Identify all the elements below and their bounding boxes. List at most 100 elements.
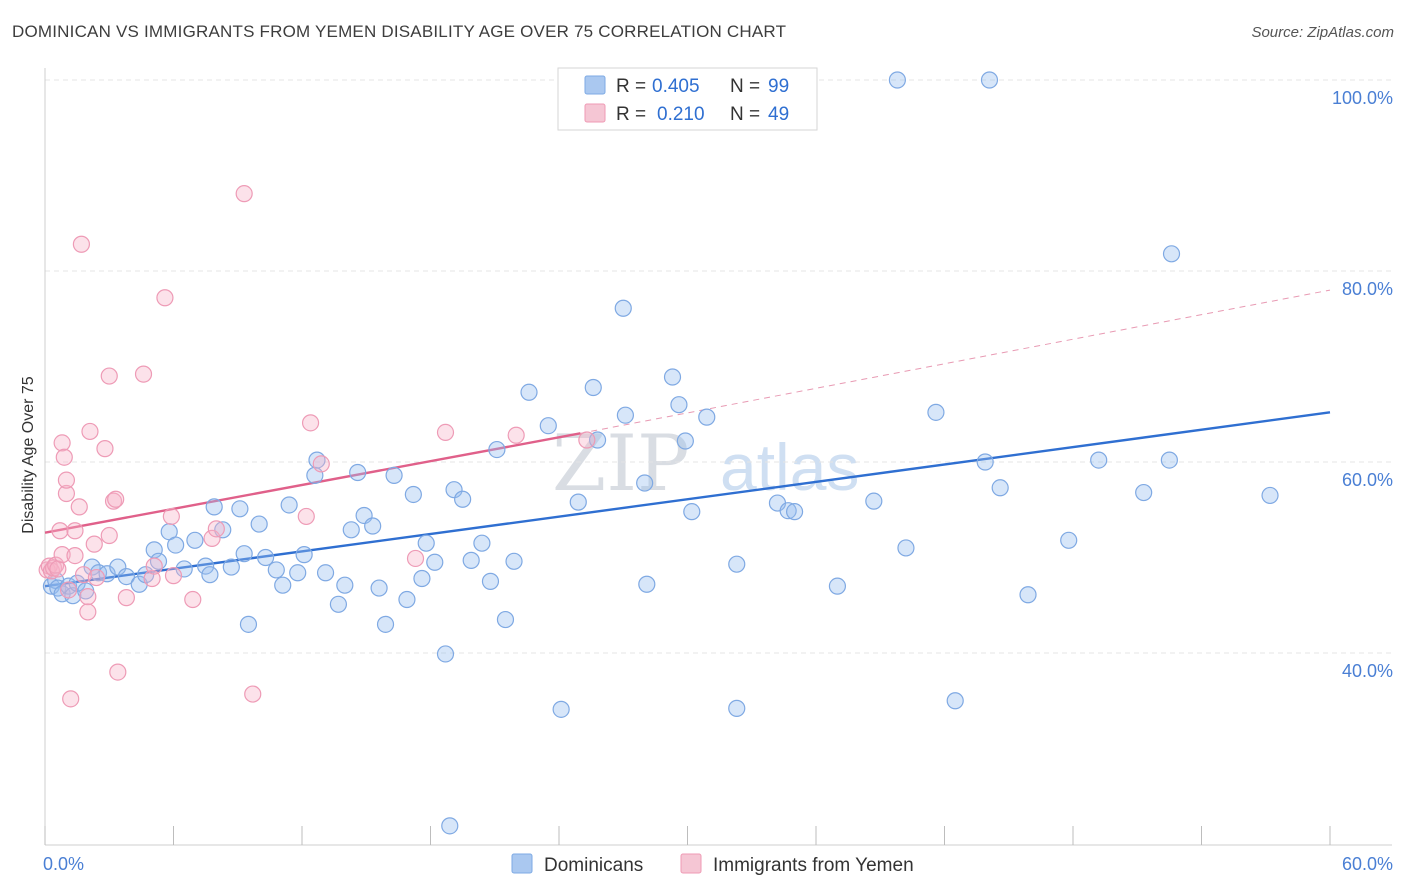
data-point <box>175 560 193 578</box>
legend-swatch-dominicans <box>584 75 606 95</box>
data-point <box>927 403 945 421</box>
data-point <box>109 663 127 681</box>
data-point <box>117 567 135 586</box>
data-point <box>197 557 215 575</box>
data-point <box>250 515 268 533</box>
data-point <box>336 576 354 594</box>
data-point <box>53 546 71 564</box>
data-point <box>441 817 459 835</box>
y-tick-label: 80.0% <box>1342 279 1393 299</box>
data-point <box>404 485 422 504</box>
data-point <box>79 588 97 606</box>
data-point <box>385 466 403 484</box>
data-point <box>267 561 285 579</box>
data-point <box>53 434 71 452</box>
data-point <box>156 289 174 307</box>
legend-r-label-1: R = <box>616 76 646 97</box>
data-point <box>976 453 994 471</box>
data-point <box>888 71 906 89</box>
data-point <box>728 555 746 573</box>
x-tick-label: 60.0% <box>1342 854 1393 874</box>
legend-r-value-1: 0.405 <box>652 76 700 97</box>
data-point <box>663 368 682 386</box>
data-point <box>376 615 395 633</box>
legend-swatch-yemen <box>584 103 606 123</box>
data-point <box>51 522 69 540</box>
data-point <box>496 610 515 629</box>
data-point <box>107 490 125 508</box>
data-point <box>100 526 118 545</box>
y-axis-label: Disability Age Over 75 <box>20 376 37 534</box>
data-point <box>539 417 557 435</box>
data-point <box>616 406 634 424</box>
source-credit: Source: ZipAtlas.com <box>1251 24 1394 41</box>
data-point <box>145 557 163 575</box>
data-point <box>289 564 307 582</box>
data-point <box>235 545 253 563</box>
data-point <box>728 699 746 717</box>
data-point <box>231 500 249 518</box>
data-point <box>578 431 596 449</box>
x-tick-labels: 0.0% 60.0% <box>43 854 1393 874</box>
data-point <box>406 549 425 568</box>
data-point <box>74 566 93 584</box>
data-point <box>312 455 330 473</box>
data-point <box>1162 245 1181 263</box>
bottom-legend: Dominicans Immigrants from Yemen <box>511 853 914 876</box>
watermark-zip: ZIP <box>552 419 690 509</box>
y-tick-label: 100.0% <box>1332 88 1393 108</box>
data-point <box>785 503 804 521</box>
data-point <box>445 481 463 499</box>
data-point <box>638 575 656 593</box>
data-point <box>1090 451 1108 469</box>
gridlines <box>45 79 1392 654</box>
data-point <box>85 535 103 553</box>
legend-r-value-2: 0.210 <box>657 104 705 125</box>
data-point <box>62 690 80 708</box>
data-point <box>98 565 116 583</box>
data-point <box>201 566 219 584</box>
data-point <box>481 572 500 590</box>
data-point <box>239 615 258 633</box>
data-point <box>49 560 67 578</box>
data-point <box>413 569 431 588</box>
data-point <box>507 426 525 444</box>
data-point <box>66 546 84 565</box>
data-point <box>683 503 701 521</box>
data-point <box>417 534 435 552</box>
data-point <box>274 576 292 594</box>
data-point <box>301 414 320 432</box>
data-point <box>614 299 632 317</box>
data-point <box>79 603 97 621</box>
data-point <box>1019 586 1037 604</box>
trend-line-extension <box>580 289 1331 434</box>
data-point <box>980 71 999 89</box>
axes <box>44 68 1392 846</box>
data-point <box>70 498 88 516</box>
data-point <box>865 492 883 510</box>
data-point <box>117 589 135 607</box>
data-point <box>897 539 915 557</box>
data-point <box>235 185 253 203</box>
data-point <box>207 520 225 538</box>
legend-n-label-1: N = <box>730 76 760 97</box>
data-point <box>398 590 416 609</box>
data-point <box>167 536 185 554</box>
data-point <box>57 484 76 503</box>
legend-n-value-1: 99 <box>768 76 789 97</box>
data-point <box>636 474 654 492</box>
legend-box: R = 0.405 N = 99 R = 0.210 N = 49 <box>557 67 818 131</box>
data-point <box>370 579 388 597</box>
data-point <box>134 365 153 383</box>
y-tick-label: 60.0% <box>1342 470 1393 490</box>
data-point <box>184 590 202 609</box>
data-point <box>205 498 223 516</box>
chart-title: DOMINICAN VS IMMIGRANTS FROM YEMEN DISAB… <box>12 22 787 41</box>
data-point <box>698 408 716 426</box>
data-point <box>473 534 491 552</box>
data-point <box>1135 483 1153 502</box>
data-point <box>203 529 221 548</box>
data-point <box>552 700 570 718</box>
data-point <box>100 367 118 385</box>
bottom-legend-swatch-yemen <box>680 853 702 874</box>
